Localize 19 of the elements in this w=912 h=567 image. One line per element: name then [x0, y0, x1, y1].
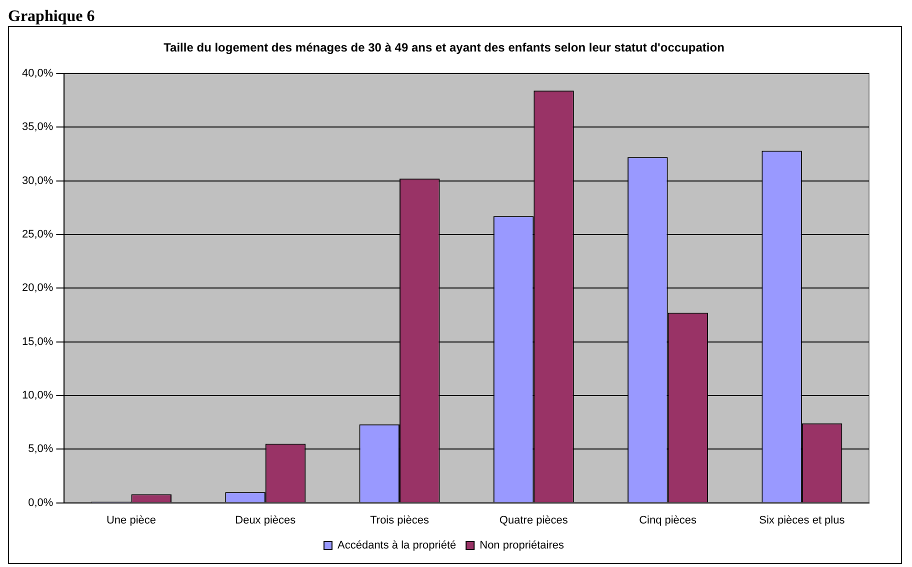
y-tick-label: 40,0% — [22, 67, 54, 80]
legend-label: Non propriétaires — [480, 540, 564, 552]
y-tick-label: 35,0% — [22, 121, 54, 134]
x-tick-label: Trois pièces — [370, 514, 430, 526]
y-tick-label: 20,0% — [22, 282, 54, 294]
x-tick-label: Cinq pièces — [639, 514, 698, 526]
y-tick-label: 25,0% — [22, 228, 54, 240]
x-tick-label: Une pièce — [106, 514, 156, 526]
text: Graphique 6 — [8, 8, 96, 26]
y-tick-label: 10,0% — [22, 389, 54, 402]
x-tick-label: Quatre pièces — [499, 514, 568, 526]
y-tick-label: 0,0% — [28, 496, 54, 509]
x-tick-label: Deux pièces — [235, 514, 296, 526]
x-tick-label: Six pièces et plus — [759, 514, 846, 526]
y-tick-label: 5,0% — [28, 443, 54, 456]
y-tick-label: 15,0% — [22, 336, 54, 348]
chart-title: Taille du logement des ménages de 30 à 49 ans et ayant des enfants selon leur statut d'occupation — [164, 40, 724, 55]
legend-label: Accédants à la propriété — [338, 540, 456, 552]
y-tick-label: 30,0% — [22, 174, 54, 187]
